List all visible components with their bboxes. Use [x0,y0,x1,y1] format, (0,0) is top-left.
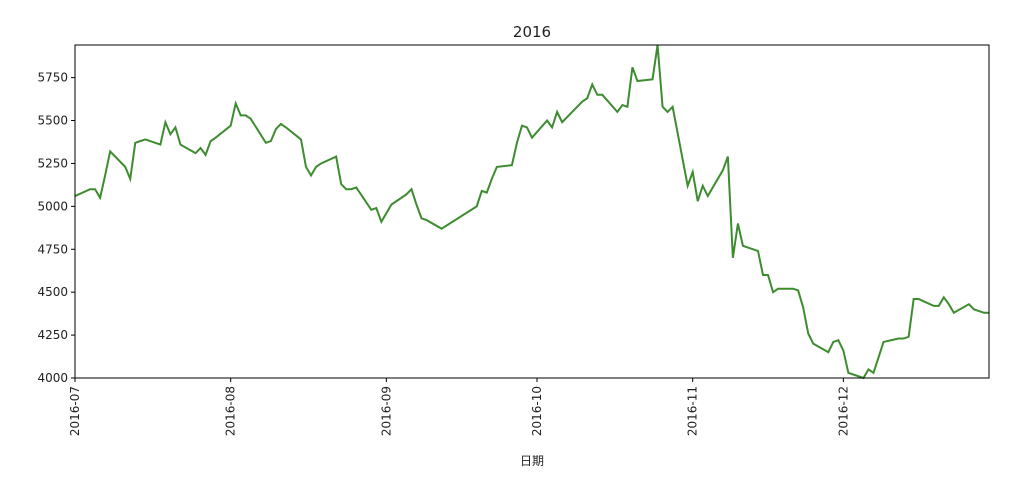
x-tick-label: 2016-07 [68,386,82,436]
x-tick-label: 2016-09 [379,386,393,436]
series-line [74,44,989,380]
y-axis: 4000 4250 4500 4750 5000 5250 5500 5750 [37,71,75,385]
y-tick-label: 5500 [37,114,68,128]
plot-frame [74,44,990,379]
y-tick-label: 4250 [37,328,68,342]
chart-title: 2016 [513,23,551,41]
y-tick-label: 4500 [37,285,68,299]
x-tick-label: 2016-12 [836,386,850,436]
y-tick-label: 5250 [37,156,68,170]
x-axis-label: 日期 [520,454,544,468]
x-tick-label: 2016-11 [686,386,700,436]
x-tick-label: 2016-10 [530,386,544,436]
y-tick-label: 4750 [37,242,68,256]
y-tick-label: 5750 [37,71,68,85]
x-axis: 2016-07 2016-08 2016-09 2016-10 2016-11 2016-… [68,378,850,436]
x-tick-label: 2016-08 [224,386,238,436]
y-tick-label: 4000 [37,371,68,385]
y-tick-label: 5000 [37,199,68,213]
